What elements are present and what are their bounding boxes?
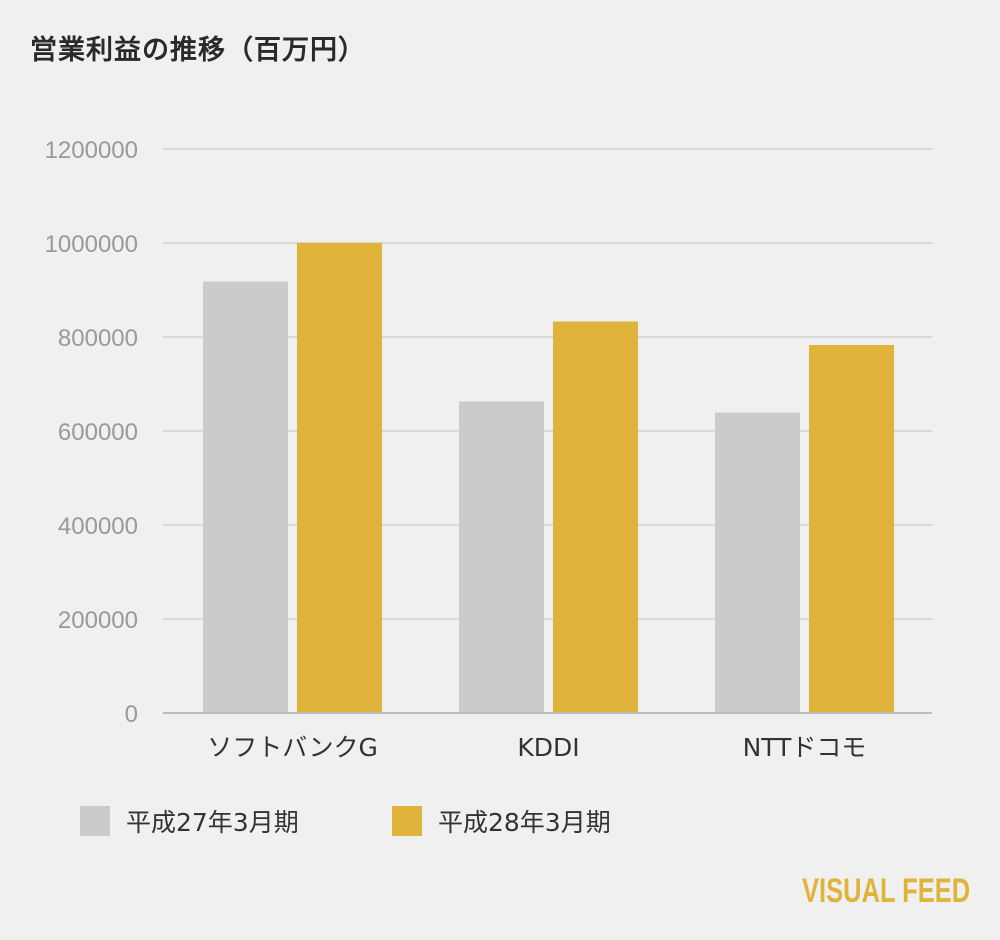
y-tick-label: 400000: [58, 513, 138, 540]
bar-h27-1: [459, 401, 544, 713]
y-tick-label: 0: [125, 701, 138, 728]
bar-h28-0: [297, 243, 382, 713]
bar-h28-1: [553, 321, 638, 713]
y-tick-label: 800000: [58, 325, 138, 352]
legend-label-1: 平成28年3月期: [438, 808, 611, 837]
x-tick-label: KDDI: [517, 733, 579, 762]
y-tick-label: 1000000: [45, 231, 138, 258]
brand-logo: VISUAL FEED: [801, 872, 970, 910]
y-axis-ticks: 0 200000 400000 600000 800000 1000000 1200000: [45, 137, 138, 728]
y-tick-label: 200000: [58, 607, 138, 634]
legend-swatch-0: [80, 806, 110, 836]
bar-h27-0: [203, 281, 288, 713]
y-tick-label: 600000: [58, 419, 138, 446]
bar-h28-2: [809, 344, 894, 713]
grid-lines: [163, 148, 932, 620]
legend: 平成27年3月期 平成28年3月期: [80, 806, 611, 837]
legend-swatch-1: [392, 806, 422, 836]
y-tick-label: 1200000: [45, 137, 138, 164]
x-tick-label: NTTドコモ: [743, 733, 867, 762]
bars: [203, 243, 894, 713]
x-axis-ticks: ソフトバンクG KDDI NTTドコモ: [207, 733, 866, 762]
x-tick-label: ソフトバンクG: [207, 733, 378, 762]
chart-title: 営業利益の推移（百万円）: [30, 35, 366, 66]
legend-label-0: 平成27年3月期: [126, 808, 299, 837]
bar-h27-2: [715, 412, 800, 713]
